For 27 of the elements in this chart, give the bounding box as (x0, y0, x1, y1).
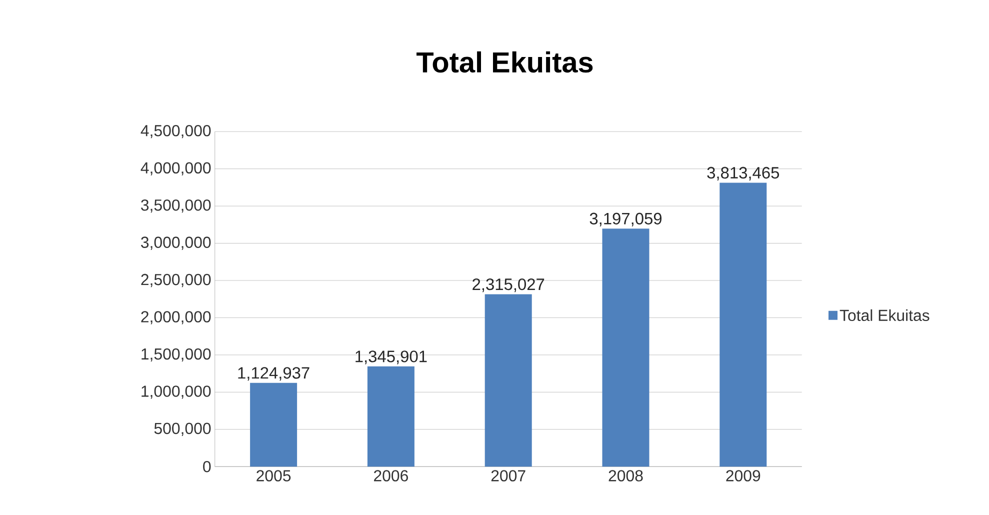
y-tick-label: 4,500,000 (140, 125, 211, 138)
x-tick-label: 2007 (491, 470, 526, 482)
y-tick-label: 2,500,000 (141, 274, 211, 288)
x-tick-label: 2009 (726, 470, 760, 482)
bar (602, 228, 650, 467)
bar (367, 366, 414, 467)
y-tick-label: 1,500,000 (142, 348, 211, 362)
data-label: 1,345,901 (356, 350, 427, 364)
y-tick-label: 1,000,000 (142, 386, 211, 399)
bar (484, 294, 532, 467)
y-tick-label: 3,000,000 (141, 236, 211, 250)
y-tick-label: 4,000,000 (140, 162, 211, 176)
data-label: 3,813,465 (707, 166, 780, 181)
y-tick-label: 2,000,000 (141, 311, 211, 324)
x-tick-label: 2008 (608, 470, 643, 482)
data-label: 3,197,059 (590, 212, 662, 226)
chart-title: Total Ekuitas (416, 51, 593, 73)
legend-label: Total Ekuitas (840, 309, 930, 322)
bar (250, 382, 298, 467)
y-tick-label: 0 (203, 460, 211, 472)
data-label: 2,315,027 (472, 278, 544, 292)
x-tick-label: 2006 (374, 470, 408, 482)
y-tick-label: 500,000 (154, 422, 211, 436)
bar (720, 182, 767, 467)
data-label: 1,124,937 (238, 367, 310, 381)
y-tick-label: 3,500,000 (141, 199, 211, 213)
x-tick-label: 2005 (256, 470, 291, 482)
